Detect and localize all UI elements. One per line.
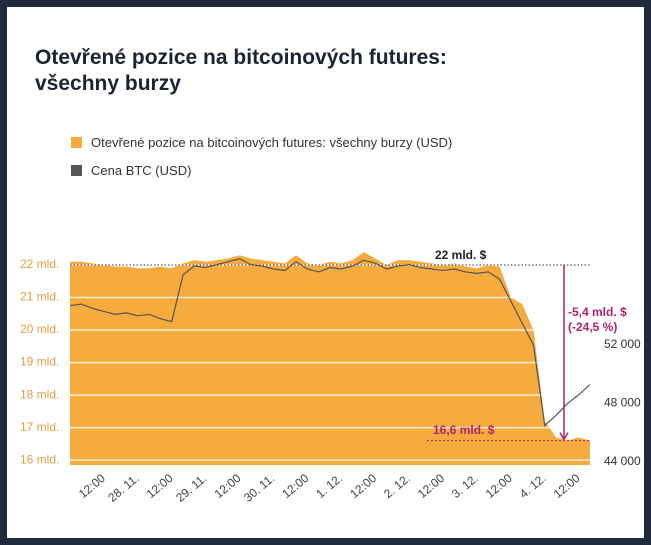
annotation: -5,4 mld. $: [568, 305, 627, 319]
legend-item: Cena BTC (USD): [71, 163, 191, 178]
y-tick-label: 18 mld.: [20, 387, 59, 401]
y-tick-label: 20 mld.: [20, 322, 59, 336]
legend-label: Cena BTC (USD): [91, 163, 192, 178]
x-tick-label: 1. 12.: [313, 471, 345, 501]
chart-title: Otevřené pozice na bitcoinových futures:…: [35, 46, 447, 95]
x-tick-label: 12:00: [144, 471, 176, 501]
annotation: (-24,5 %): [568, 320, 617, 334]
chart: 16 mld. 17 mld. 18 mld. 19 mld. 20 mld. 21 ml…: [20, 248, 641, 505]
y-tick-label: 19 mld.: [20, 355, 59, 369]
x-tick-label: 12:00: [551, 471, 583, 501]
x-tick-label: 30. 11.: [241, 471, 277, 505]
x-tick-label: 4. 12.: [517, 471, 549, 501]
x-tick-label: 28. 11.: [105, 471, 141, 505]
y2-tick-label: 52 000: [604, 337, 641, 351]
line: [69, 258, 591, 427]
x-tick-label: 12:00: [76, 471, 108, 501]
legend-item: Otevřené pozice na bitcoinových futures:…: [71, 135, 452, 150]
annotation: 22 mld. $: [435, 248, 487, 262]
y2-tick-label: 48 000: [604, 396, 641, 410]
x-tick-label: 12:00: [483, 471, 515, 501]
legend-swatch: [71, 137, 82, 148]
y-tick-label: 21 mld.: [20, 290, 59, 304]
annotation: 16,6 mld. $: [433, 423, 495, 437]
y-tick-label: 16 mld.: [20, 452, 59, 466]
legend-swatch: [71, 165, 82, 176]
x-tick-label: 2. 12.: [381, 471, 413, 501]
y2-tick-label: 44 000: [604, 454, 641, 468]
x-tick-label: 12:00: [347, 471, 379, 501]
x-tick-label: 12:00: [415, 471, 447, 501]
x-tick-label: 12:00: [279, 471, 311, 501]
area: [70, 252, 590, 465]
y-tick-label: 22 mld.: [20, 257, 59, 271]
x-tick-label: 29. 11.: [173, 471, 209, 505]
arrow-head: [559, 432, 569, 442]
legend-label: Otevřené pozice na bitcoinových futures:…: [91, 135, 453, 150]
x-tick-label: 3. 12.: [449, 471, 481, 501]
x-tick-label: 12:00: [212, 471, 244, 501]
y-tick-label: 17 mld.: [20, 420, 59, 434]
